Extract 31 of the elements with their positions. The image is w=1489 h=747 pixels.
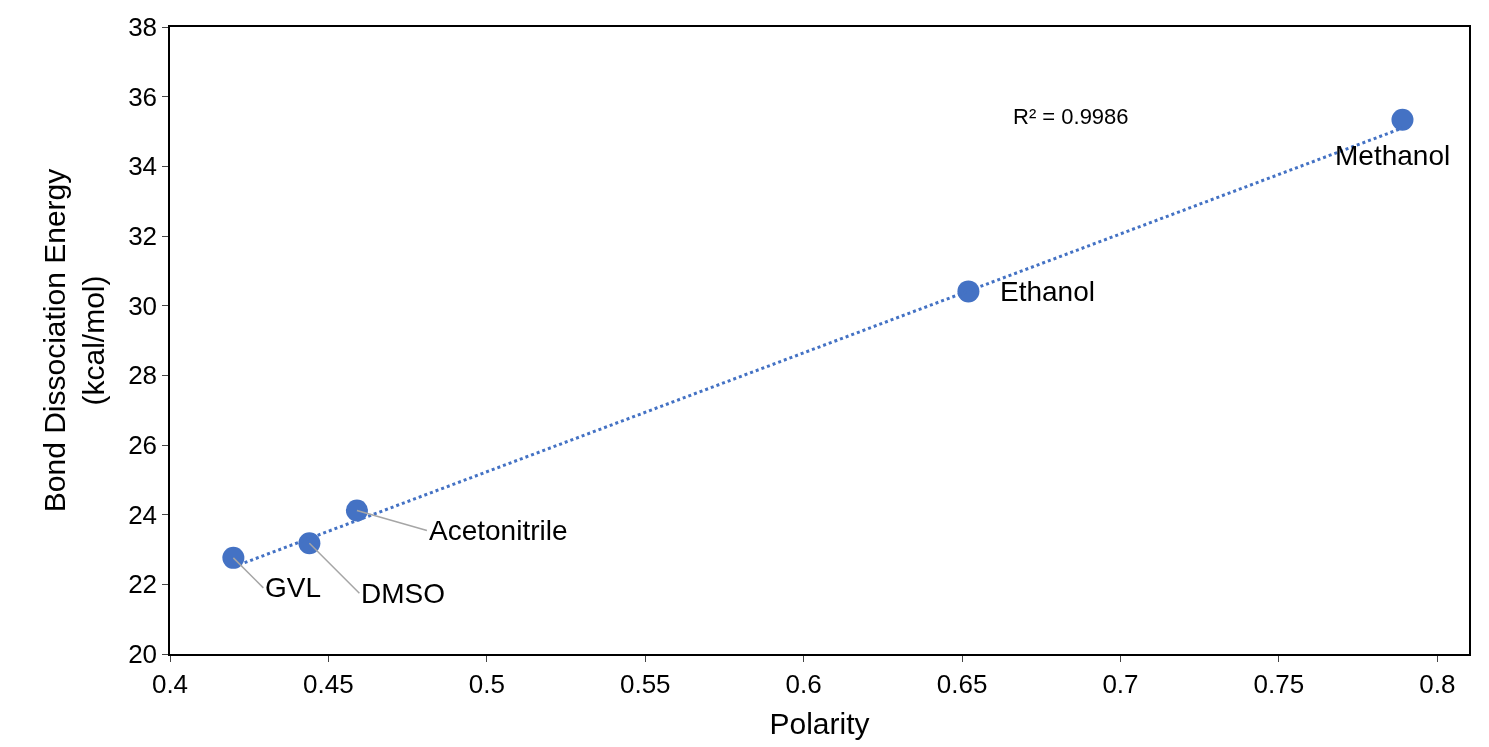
annotation: DMSO: [361, 578, 445, 609]
point: [957, 280, 980, 303]
x-tick-label: 0.6: [785, 668, 822, 699]
x-tick-label: 0.75: [1253, 668, 1305, 699]
x-axis-title: Polarity: [769, 706, 870, 740]
y-tick-label: 36: [128, 81, 158, 112]
y-tick-label: 22: [128, 569, 158, 600]
point: [1391, 108, 1414, 131]
x-tick-label: 0.7: [1102, 668, 1139, 699]
y-tick-label: 34: [128, 151, 158, 182]
y-tick-label: 32: [128, 221, 158, 252]
y-tick-label: 20: [128, 639, 158, 670]
y-tick-label: 28: [128, 360, 158, 391]
point: [345, 499, 368, 522]
annotation: Ethanol: [1000, 276, 1095, 307]
y-tick-label: 26: [128, 430, 158, 461]
y-tick-label: 30: [128, 290, 158, 321]
annotation: Acetonitrile: [429, 515, 568, 546]
y-tick-label: 24: [128, 499, 158, 530]
annotation: R² = 0.9986: [1013, 104, 1129, 129]
x-tick-label: 0.55: [619, 668, 671, 699]
x-tick-label: 0.5: [468, 668, 505, 699]
y-axis-title: Bond Dissociation Energy (kcal/mol): [37, 168, 110, 513]
annotation: Methanol: [1335, 140, 1451, 171]
x-tick-label: 0.8: [1419, 668, 1456, 699]
y-tick-label: 38: [128, 12, 158, 43]
annotation: GVL: [265, 572, 322, 603]
x-tick-label: 0.45: [303, 668, 354, 699]
x-tick-label: 0.65: [936, 668, 988, 699]
x-tick-label: 0.4: [151, 668, 189, 699]
point: [222, 546, 245, 569]
